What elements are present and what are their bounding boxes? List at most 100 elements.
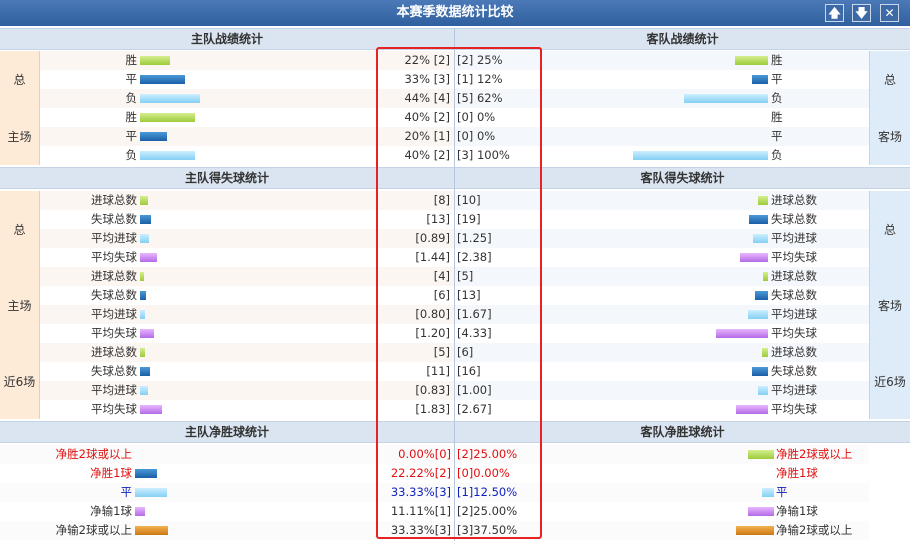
away-total-label: 总 [869, 51, 910, 108]
away-goal-bar [748, 310, 768, 319]
table-row [455, 305, 869, 324]
home-record-bar [140, 75, 185, 84]
home-net-bar [135, 526, 168, 535]
away-away-label: 客场 [869, 267, 910, 343]
away-goal-bar [753, 234, 768, 243]
move-down-icon[interactable]: 🡇 [852, 4, 871, 22]
away-record-label: 平 [771, 72, 783, 86]
home-goal-value: [8] [433, 193, 450, 207]
away-net-bar [748, 507, 774, 516]
home-net-value: 11.11%[1] [390, 504, 451, 518]
home-goal-bar [140, 291, 146, 300]
home-total-label: 总 [0, 51, 40, 108]
table-row [40, 51, 454, 70]
away-goal-value: [1.25] [457, 231, 492, 245]
home-goal-label: 失球总数 [91, 212, 137, 226]
home-goal-bar [140, 348, 145, 357]
table-row [455, 343, 869, 362]
away-net-label: 净胜2球或以上 [776, 447, 853, 461]
home-home-label: 主场 [0, 108, 40, 165]
away-goal-label: 平均失球 [771, 326, 817, 340]
home-section-header: 主队净胜球统计 [0, 421, 454, 443]
home-record-value: 33% [3] [404, 72, 450, 86]
home-net-value: 0.00%[0] [398, 447, 451, 461]
window-title: 本赛季数据统计比较 [0, 0, 910, 26]
table-row [455, 89, 869, 108]
table-row [0, 502, 40, 521]
home-goal-value: [11] [426, 364, 450, 378]
table-row [455, 464, 869, 483]
home-net-label: 净输1球 [90, 504, 132, 518]
table-row [455, 229, 869, 248]
home-net-label: 净胜1球 [90, 466, 132, 480]
home-record-value: 20% [1] [404, 129, 450, 143]
table-row [455, 248, 869, 267]
home-goal-value: [1.44] [415, 250, 450, 264]
home-net-value: 33.33%[3] [390, 485, 451, 499]
table-row [40, 146, 454, 165]
home-net-label: 净胜2球或以上 [55, 447, 132, 461]
home-net-value: 33.33%[3] [390, 523, 451, 537]
away-net-value: [0]0.00% [457, 466, 510, 480]
table-row [455, 381, 869, 400]
away-goal-value: [2.67] [457, 402, 492, 416]
table-row [40, 381, 454, 400]
away-net-label: 净胜1球 [776, 466, 818, 480]
close-icon[interactable]: ✕ [880, 4, 899, 22]
away-goal-label: 失球总数 [771, 212, 817, 226]
home-goal-value: [5] [433, 345, 450, 359]
home-record-value: 40% [2] [404, 148, 450, 162]
away-record-label: 负 [771, 148, 783, 162]
away-away-label: 客场 [869, 108, 910, 165]
home-net-label: 净输2球或以上 [55, 523, 132, 537]
away-goal-value: [4.33] [457, 326, 492, 340]
away-net-value: [2]25.00% [457, 447, 518, 461]
table-row [40, 400, 454, 419]
away-record-value: [0] 0% [457, 110, 496, 124]
table-row [40, 324, 454, 343]
table-row [455, 210, 869, 229]
away-net-value: [1]12.50% [457, 485, 518, 499]
away-section-header: 客队战绩统计 [455, 28, 910, 50]
column-divider [454, 28, 455, 541]
table-row [455, 521, 869, 540]
away-net-bar [748, 450, 774, 459]
table-row [40, 70, 454, 89]
home-goal-bar [140, 367, 150, 376]
away-goal-label: 平均失球 [771, 402, 817, 416]
away-goal-label: 平均进球 [771, 231, 817, 245]
home-record-bar [140, 94, 200, 103]
table-row [40, 483, 454, 502]
away-goal-value: [16] [457, 364, 481, 378]
home-goal-bar [140, 253, 157, 262]
move-up-icon[interactable]: 🡅 [825, 4, 844, 22]
home-net-label: 平 [120, 485, 133, 499]
away-net-value: [2]25.00% [457, 504, 518, 518]
away-goal-value: [13] [457, 288, 481, 302]
table-row [0, 483, 40, 502]
table-row [40, 127, 454, 146]
home-net-bar [135, 488, 167, 497]
home-goal-label: 进球总数 [91, 193, 137, 207]
away-goal-value: [5] [457, 269, 474, 283]
away-section-header: 客队净胜球统计 [455, 421, 910, 443]
home-goal-label: 失球总数 [91, 364, 137, 378]
table-row [455, 70, 869, 89]
home-record-value: 40% [2] [404, 110, 450, 124]
table-row [455, 445, 869, 464]
away-net-value: [3]37.50% [457, 523, 518, 537]
home-net-bar [135, 469, 157, 478]
away-goal-label: 平均进球 [771, 383, 817, 397]
table-row [455, 108, 869, 127]
away-net-label: 净输1球 [776, 504, 818, 518]
away-goal-value: [2.38] [457, 250, 492, 264]
away-total-label: 总 [869, 191, 910, 267]
home-record-value: 44% [4] [404, 91, 450, 105]
away-goal-value: [10] [457, 193, 481, 207]
home-goal-bar [140, 405, 162, 414]
away-record-bar [735, 56, 768, 65]
home-record-bar [140, 151, 195, 160]
away-record-value: [2] 25% [457, 53, 503, 67]
table-row [40, 502, 454, 521]
table-row [40, 521, 454, 540]
